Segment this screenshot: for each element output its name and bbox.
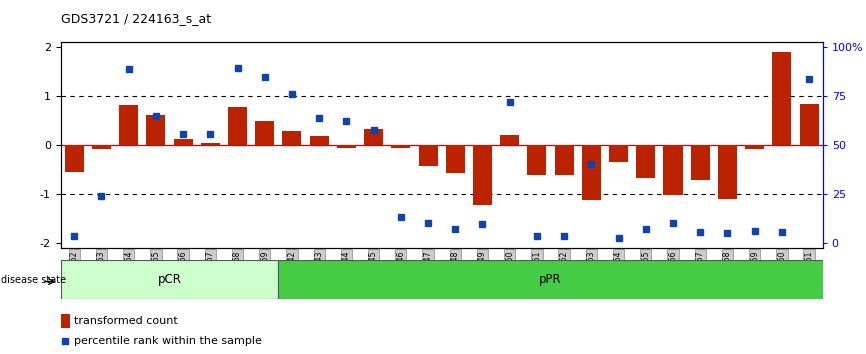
Bar — [282, 131, 301, 145]
Bar — [92, 145, 111, 149]
Bar — [446, 145, 465, 173]
Text: pCR: pCR — [158, 273, 181, 286]
Bar — [337, 145, 356, 148]
Bar — [61, 260, 278, 299]
Bar — [663, 145, 682, 195]
Bar — [173, 139, 192, 145]
Bar — [310, 136, 329, 145]
Bar — [201, 143, 220, 145]
Bar — [146, 115, 165, 145]
Bar — [418, 145, 437, 166]
Bar — [364, 130, 383, 145]
Bar — [691, 145, 710, 180]
Bar — [65, 145, 84, 172]
Bar — [228, 107, 247, 145]
Bar — [391, 145, 410, 148]
Bar — [120, 105, 139, 145]
Bar — [255, 121, 275, 145]
Bar — [501, 135, 520, 145]
Text: transformed count: transformed count — [74, 316, 178, 326]
Bar — [527, 145, 546, 176]
Bar — [278, 260, 823, 299]
Bar — [582, 145, 601, 200]
Bar — [609, 145, 628, 162]
Bar — [718, 145, 737, 199]
Bar — [554, 145, 573, 176]
Text: disease state: disease state — [1, 275, 66, 285]
Bar — [637, 145, 656, 178]
Bar — [61, 314, 70, 329]
Text: percentile rank within the sample: percentile rank within the sample — [74, 336, 262, 346]
Text: GDS3721 / 224163_s_at: GDS3721 / 224163_s_at — [61, 12, 210, 25]
Bar — [799, 104, 818, 145]
Bar — [772, 52, 792, 145]
Bar — [745, 145, 764, 149]
Text: pPR: pPR — [540, 273, 562, 286]
Bar — [473, 145, 492, 205]
